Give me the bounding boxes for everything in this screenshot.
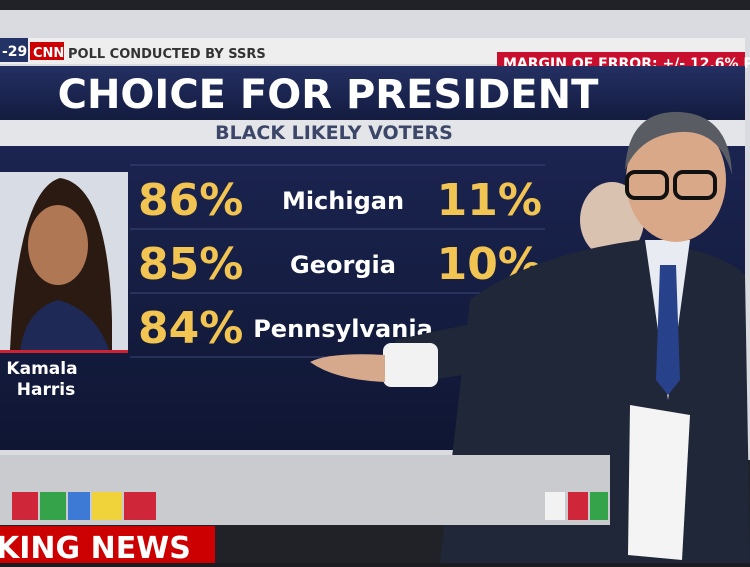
- state: Michigan: [282, 187, 404, 215]
- opponent-share: 11%: [437, 175, 542, 226]
- block: [590, 492, 608, 520]
- poll-credit: POLL CONDUCTED BY SSRS: [68, 47, 266, 62]
- opponent-photo: [580, 182, 644, 258]
- subtitle: BLACK LIKELY VOTERS: [215, 122, 453, 144]
- tie: [656, 265, 680, 395]
- segment-box: [0, 38, 28, 62]
- block: [92, 492, 122, 520]
- hand: [310, 354, 385, 382]
- glasses-left: [625, 170, 669, 200]
- harris-share: 85%: [138, 239, 243, 290]
- block: [545, 492, 565, 520]
- network: CNN: [33, 46, 64, 61]
- presenter-hair: [625, 111, 732, 175]
- block: [68, 492, 90, 520]
- harris-share: 86%: [138, 175, 243, 226]
- block: [12, 492, 38, 520]
- first-name: Kamala: [6, 359, 77, 379]
- title: CHOICE FOR PRESIDENT: [58, 72, 600, 118]
- last-name: Harris: [17, 380, 75, 400]
- jacket: [20, 300, 110, 352]
- ticker-bar: [0, 526, 215, 563]
- block: [124, 492, 156, 520]
- block: [40, 492, 66, 520]
- desk: [0, 455, 610, 525]
- ticker: KING NEWS: [0, 531, 191, 563]
- segment: -29: [2, 44, 27, 60]
- subtitle-band: [0, 120, 745, 146]
- block: [568, 492, 588, 520]
- face: [28, 205, 88, 285]
- state: Georgia: [290, 251, 396, 279]
- glasses-right: [673, 170, 717, 200]
- harris-share: 84%: [138, 303, 243, 354]
- papers: [628, 405, 690, 560]
- shirt-cuff: [383, 343, 438, 387]
- network-logo: [30, 42, 64, 60]
- title-band: [0, 66, 745, 120]
- photo-underline: [0, 350, 128, 353]
